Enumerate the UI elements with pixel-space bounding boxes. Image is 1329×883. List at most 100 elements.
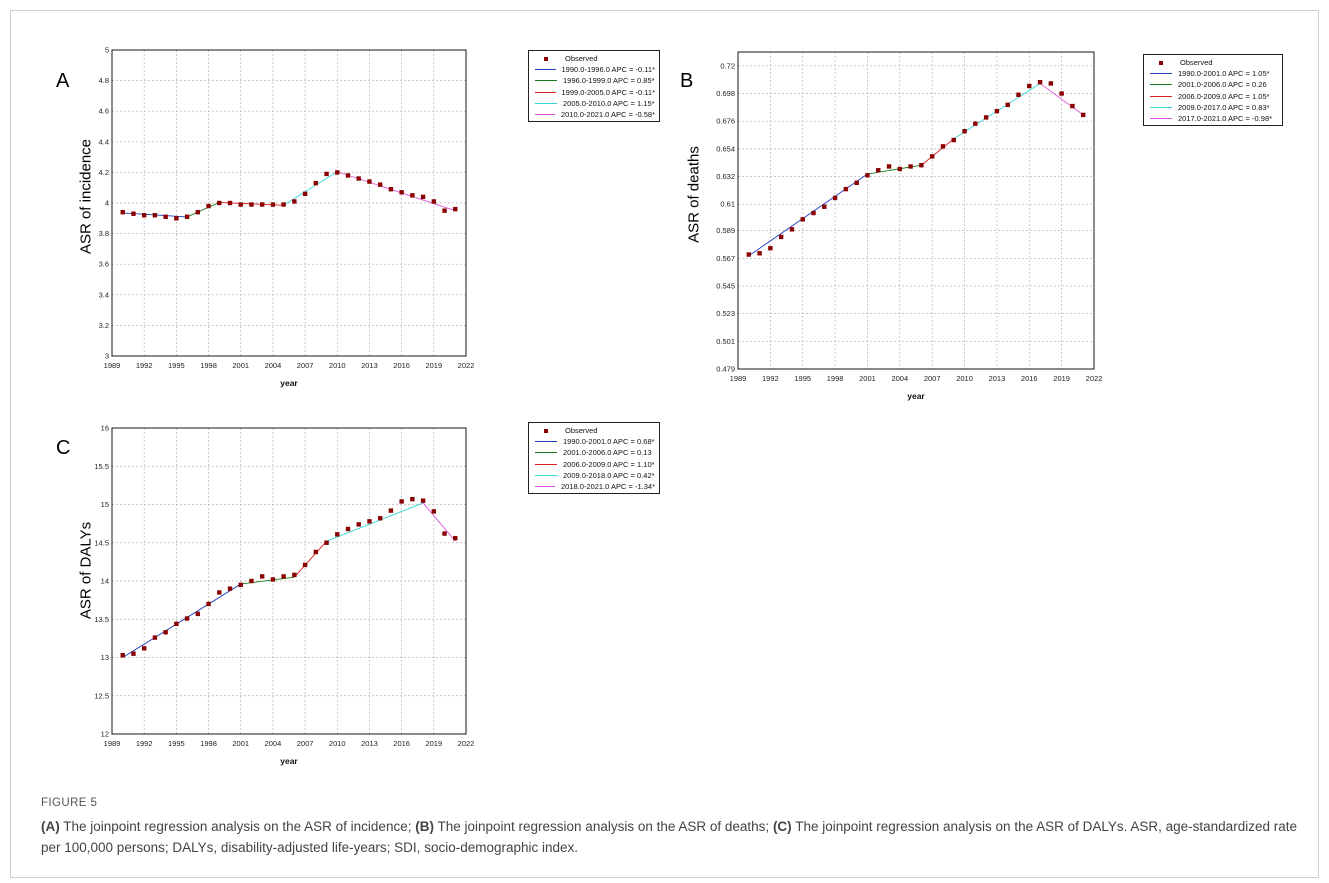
observed-point	[800, 217, 805, 222]
observed-point	[281, 574, 286, 579]
x-tick-label: 2010	[956, 374, 973, 383]
observed-point	[1081, 112, 1086, 118]
observed-point	[313, 549, 319, 555]
observed-point	[973, 121, 978, 126]
observed-point	[131, 211, 136, 216]
y-tick-label: 4.6	[99, 107, 109, 116]
y-tick-label: 0.632	[716, 172, 735, 181]
panel-b: B ASR of deaths 1989 1992 1995 1998 2001 2004…	[0, 0, 1329, 401]
observed-point	[259, 202, 265, 207]
x-tick-label: 2016	[393, 361, 410, 370]
legend-item-observed: Observed	[533, 53, 655, 64]
observed-point	[757, 251, 762, 256]
panel-letter-b: B	[680, 70, 694, 92]
observed-point	[131, 651, 136, 656]
observed-point	[227, 586, 233, 591]
x-tick-label: 1992	[136, 739, 153, 748]
trend-segment	[748, 173, 868, 257]
observed-point	[335, 532, 340, 537]
x-tick-label: 2007	[297, 739, 314, 748]
trend-segment	[867, 164, 922, 175]
legend-item-segment: 1990.0-1996.0 APC = -0.11*	[533, 64, 655, 75]
observed-point	[822, 204, 827, 209]
observed-point	[292, 572, 297, 578]
legend-item-segment: 2018.0-2021.0 APC = -1.34*	[533, 481, 655, 492]
trend-segment	[186, 201, 220, 218]
y-tick-label: 0.567	[716, 254, 735, 263]
legend-item-observed: Observed	[533, 425, 655, 436]
observed-point	[377, 516, 383, 521]
x-tick-label: 2022	[458, 739, 475, 748]
trend-segment	[294, 540, 327, 578]
y-tick-label: 13.5	[94, 615, 109, 624]
y-tick-label: 3.4	[99, 290, 109, 299]
legend-item-segment: 1990.0-2001.0 APC = 0.68*	[533, 436, 655, 447]
panel-letter-a: A	[56, 70, 70, 92]
observed-point	[345, 526, 351, 532]
figure-frame	[10, 10, 1319, 878]
observed-point	[811, 210, 816, 216]
y-tick-label: 0.545	[716, 281, 735, 290]
caption-c-label: (C)	[772, 819, 792, 834]
figure-caption: FIGURE 5 (A) The joinpoint regression an…	[41, 793, 1301, 858]
observed-point	[184, 616, 190, 621]
y-tick-label: 12	[101, 730, 109, 739]
observed-point	[388, 187, 394, 192]
trend-segment	[422, 502, 456, 542]
y-tick-label: 4.4	[99, 137, 109, 146]
y-tick-label: 0.479	[716, 365, 735, 374]
x-tick-label: 2004	[265, 361, 282, 370]
legend-line-swatch	[1150, 84, 1172, 86]
observed-point	[410, 193, 415, 198]
x-tick-label: 1998	[827, 374, 844, 383]
y-tick-label: 12.5	[94, 691, 109, 700]
observed-point	[270, 577, 276, 582]
observed-point	[367, 179, 372, 184]
legend-item-segment: 2006.0-2009.0 APC = 1.10*	[533, 459, 655, 470]
observed-point	[908, 164, 913, 169]
legend-b: Observed 1990.0-2001.0 APC = 1.05* 2001.0-…	[1143, 54, 1283, 126]
legend-marker	[1159, 60, 1163, 65]
observed-point	[431, 509, 437, 514]
observed-point	[746, 252, 751, 257]
observed-point	[292, 199, 297, 204]
legend-label: 2005.0-2010.0 APC = 1.15*	[563, 98, 655, 108]
x-tick-label: 1989	[104, 739, 121, 748]
caption-c-text: The joinpoint regression analysis on the…	[41, 819, 1297, 855]
observed-point	[778, 234, 784, 240]
observed-point	[832, 195, 838, 201]
legend-item-segment: 2006.0-2009.0 APC = 1.05*	[1148, 91, 1278, 102]
observed-point	[453, 206, 458, 212]
observed-point	[184, 214, 190, 219]
trend-segment	[122, 583, 241, 658]
x-tick-label: 1995	[168, 361, 185, 370]
panel-letter-c: C	[56, 437, 71, 459]
legend-label: 1996.0-1999.0 APC = 0.85*	[563, 76, 655, 86]
y-tick-label: 0.61	[720, 200, 735, 209]
observed-point	[420, 194, 426, 200]
x-tick-label: 1992	[136, 361, 153, 370]
x-tick-label: 1992	[762, 374, 779, 383]
y-tick-label: 0.589	[716, 226, 735, 235]
legend-label: 2017.0-2021.0 APC = -0.98*	[1178, 114, 1273, 124]
legend-label: 2001.0-2006.0 APC = 0.13	[563, 448, 652, 458]
x-axis-label: year	[280, 378, 298, 388]
x-tick-label: 2013	[989, 374, 1006, 383]
x-axis-label: year	[280, 756, 298, 766]
legend-label: 2006.0-2009.0 APC = 1.05*	[1178, 91, 1270, 101]
caption-b-text: The joinpoint regression analysis on the…	[433, 819, 773, 834]
x-tick-label: 2022	[458, 361, 475, 370]
plot-area: 1989 1992 1995 1998 2001 2004 2007 2010 2013 2016…	[716, 51, 1102, 401]
observed-point	[865, 173, 870, 178]
legend-label: 2001.0-2006.0 APC = 0.26	[1178, 80, 1267, 90]
observed-point	[356, 522, 361, 527]
panel-a: A ASR of incidence 1989 1992 1995 1998 2001 2…	[0, 0, 700, 400]
observed-point	[238, 202, 243, 207]
observed-point	[217, 200, 222, 206]
legend-item-segment: 1990.0-2001.0 APC = 1.05*	[1148, 68, 1278, 79]
legend-line-swatch	[535, 441, 557, 443]
figure-label: FIGURE 5	[41, 797, 98, 809]
legend-label: 1990.0-2001.0 APC = 1.05*	[1178, 69, 1270, 79]
observed-point	[141, 213, 147, 218]
observed-point	[324, 540, 329, 545]
